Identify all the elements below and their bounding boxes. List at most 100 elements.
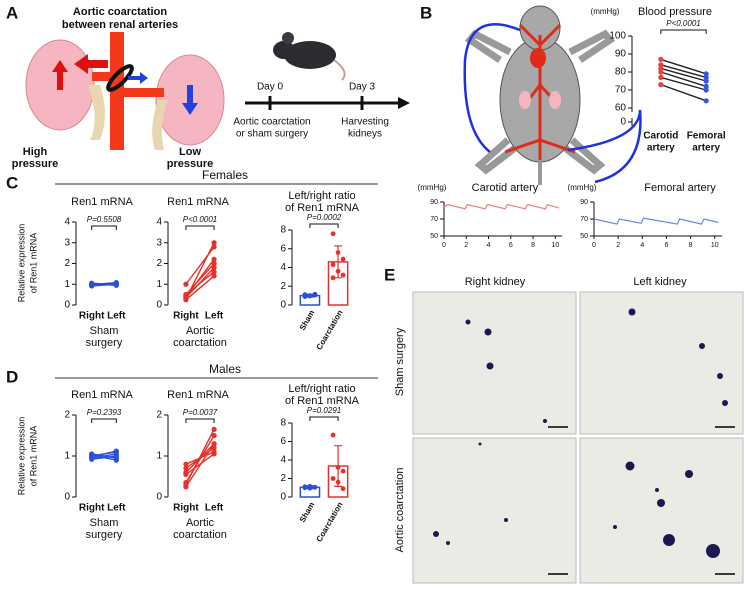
significance-bracket bbox=[309, 223, 339, 228]
pressure-label: Low bbox=[179, 146, 201, 158]
spot bbox=[685, 470, 693, 478]
y-tick-label: 4 bbox=[280, 262, 286, 273]
pair-line bbox=[660, 76, 707, 91]
pair-line bbox=[185, 443, 215, 488]
row-label: Sham surgery bbox=[394, 327, 406, 396]
spot bbox=[433, 531, 439, 537]
data-point bbox=[703, 87, 709, 93]
data-point bbox=[302, 294, 308, 299]
spot bbox=[613, 525, 617, 529]
column-label: Right kidney bbox=[465, 276, 526, 288]
renal-artery bbox=[124, 88, 164, 97]
y-tick-label: 90 bbox=[615, 49, 627, 60]
y-tick-label: 2 bbox=[280, 281, 286, 292]
data-point bbox=[703, 83, 709, 89]
x-tick-label: 0 bbox=[442, 242, 446, 249]
data-point bbox=[211, 273, 217, 279]
data-point bbox=[211, 244, 217, 250]
y-tick-label: 60 bbox=[615, 103, 627, 114]
x-tick-label: Carotid bbox=[643, 131, 678, 142]
data-point bbox=[335, 250, 341, 255]
section-title: Males bbox=[209, 362, 241, 376]
panel-label: E bbox=[384, 265, 395, 284]
micrograph bbox=[579, 291, 744, 435]
y-axis-label: (mmHg) bbox=[591, 7, 620, 16]
spot bbox=[478, 442, 482, 446]
data-point bbox=[183, 465, 189, 471]
section-title: Females bbox=[202, 168, 248, 182]
y-axis-label: of Ren1 mRNA bbox=[28, 233, 38, 294]
x-tick-label: Sham bbox=[298, 309, 317, 332]
y-axis-label: (mmHg) bbox=[418, 183, 447, 192]
y-tick-label: 50 bbox=[580, 233, 588, 240]
x-tick-label: Femoral bbox=[687, 131, 726, 142]
data-point bbox=[211, 240, 217, 246]
spot bbox=[628, 308, 636, 316]
timeline-event: Aortic coarctation bbox=[233, 117, 310, 128]
data-point bbox=[307, 483, 313, 489]
chart-title: Left/right ratio bbox=[288, 190, 355, 202]
catheter bbox=[463, 23, 521, 153]
trace-line bbox=[443, 203, 559, 210]
x-tick-label: Right bbox=[79, 311, 105, 322]
panel-label: C bbox=[6, 173, 18, 192]
y-tick-label: 8 bbox=[280, 418, 286, 429]
spot bbox=[663, 534, 675, 546]
spot bbox=[446, 541, 450, 545]
chart-title: Blood pressure bbox=[638, 6, 712, 18]
column-label: Left kidney bbox=[633, 276, 687, 288]
vessel bbox=[504, 23, 576, 160]
spot bbox=[655, 488, 659, 492]
y-tick-label: 2 bbox=[64, 410, 70, 421]
y-tick-label: 2 bbox=[156, 410, 162, 421]
pressure-label: High bbox=[23, 146, 48, 158]
micrograph bbox=[412, 291, 577, 435]
data-point bbox=[211, 451, 217, 457]
data-point bbox=[335, 479, 341, 485]
data-point bbox=[89, 456, 95, 462]
pair-line bbox=[91, 283, 117, 287]
y-tick-label: 1 bbox=[64, 451, 70, 462]
y-tick-label: 70 bbox=[580, 216, 588, 223]
y-tick-label: 1 bbox=[156, 451, 162, 462]
pair-line bbox=[185, 263, 215, 296]
pair-line bbox=[660, 71, 707, 88]
chart-title: of Ren1 mRNA bbox=[285, 395, 360, 407]
data-point bbox=[307, 293, 313, 299]
group-label: Aortic bbox=[186, 325, 215, 337]
x-tick-label: Right bbox=[79, 503, 105, 514]
data-point bbox=[211, 256, 217, 262]
chart-title: Ren1 mRNA bbox=[71, 389, 133, 401]
data-point bbox=[211, 426, 217, 432]
y-tick-label: 3 bbox=[156, 237, 162, 248]
p-value: P<0.0001 bbox=[183, 215, 217, 224]
x-tick-label: artery bbox=[692, 143, 720, 154]
data-point bbox=[89, 452, 95, 458]
pair-line bbox=[660, 83, 707, 102]
data-point bbox=[340, 486, 346, 492]
y-tick-label: 2 bbox=[280, 473, 286, 484]
group-label: coarctation bbox=[173, 337, 227, 349]
y-tick-label: 0 bbox=[64, 492, 70, 503]
y-axis-label: Relative expression bbox=[16, 224, 26, 303]
data-point bbox=[312, 291, 318, 297]
data-point bbox=[89, 283, 95, 289]
aorta bbox=[110, 32, 124, 150]
y-tick-label: 0 bbox=[620, 117, 626, 128]
timeline-event: or sham surgery bbox=[236, 129, 308, 140]
row-label: Aortic coarctation bbox=[394, 468, 406, 553]
ureter bbox=[152, 100, 168, 150]
data-point bbox=[183, 292, 189, 298]
spot bbox=[722, 400, 728, 406]
micrograph bbox=[412, 437, 577, 584]
data-point bbox=[703, 71, 709, 77]
pair-line bbox=[91, 455, 117, 460]
y-tick-label: 1 bbox=[64, 279, 70, 290]
chart-title: Femoral artery bbox=[644, 182, 716, 194]
data-point bbox=[335, 465, 341, 470]
y-tick-label: 4 bbox=[64, 217, 70, 228]
arrow bbox=[182, 85, 198, 115]
arrow bbox=[74, 54, 108, 74]
